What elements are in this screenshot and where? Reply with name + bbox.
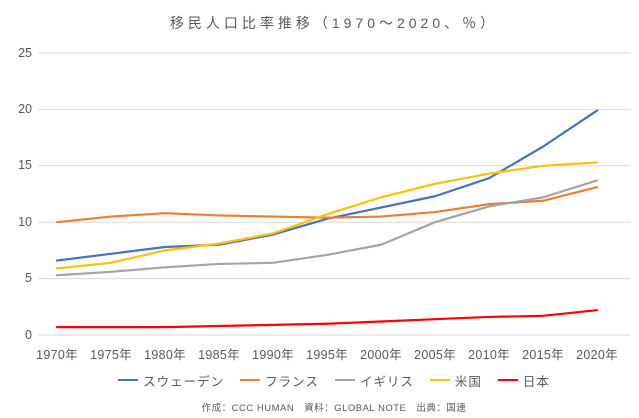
x-tick-label-2015: 2015年 xyxy=(522,348,564,362)
chart-title: 移民人口比率推移（1970～2020、％） xyxy=(169,15,499,31)
y-tick-label-25: 25 xyxy=(18,45,32,60)
x-tick-label-1995: 1995年 xyxy=(306,348,348,362)
legend-line-swatch-uk xyxy=(334,378,355,382)
x-tick-label-1990: 1990年 xyxy=(252,348,294,362)
y-tick-label-5: 5 xyxy=(25,271,32,286)
legend: スウェーデン フランス イギリス 米国 日本 xyxy=(38,371,630,389)
legend-label-japan: 日本 xyxy=(522,374,550,389)
x-tick-label-1970: 1970年 xyxy=(36,348,78,362)
legend-line-swatch-japan xyxy=(497,378,518,382)
series-line-japan xyxy=(55,309,599,329)
y-tick-label-0: 0 xyxy=(25,327,32,342)
x-tick-label-1980: 1980年 xyxy=(144,348,186,362)
legend-item-france: フランス xyxy=(240,371,319,390)
legend-label-uk: イギリス xyxy=(359,374,414,389)
x-tick-label-1985: 1985年 xyxy=(198,348,240,362)
series-line-france xyxy=(55,186,599,224)
series-line-usa xyxy=(55,161,599,270)
x-tick-label-1975: 1975年 xyxy=(90,348,132,362)
x-tick-label-2020: 2020年 xyxy=(576,348,618,362)
legend-item-uk: イギリス xyxy=(334,371,414,390)
legend-line-swatch-france xyxy=(240,378,261,382)
source-note: 作成：CCC HUMAN 資料：GLOBAL NOTE 出典：国連 xyxy=(201,403,467,414)
y-tick-label-10: 10 xyxy=(18,214,32,229)
y-tick-label-20: 20 xyxy=(18,101,32,116)
legend-item-japan: 日本 xyxy=(497,371,550,390)
legend-line-swatch-sweden xyxy=(118,378,139,382)
legend-label-usa: 米国 xyxy=(454,374,482,389)
x-tick-label-2000: 2000年 xyxy=(360,348,402,362)
series-line-sweden xyxy=(55,109,599,262)
legend-label-france: フランス xyxy=(265,374,319,389)
x-tick-label-2005: 2005年 xyxy=(414,348,456,362)
legend-line-swatch-usa xyxy=(429,378,450,382)
y-tick-label-15: 15 xyxy=(18,158,32,173)
series-line-uk xyxy=(55,179,599,277)
legend-item-usa: 米国 xyxy=(429,371,482,390)
legend-label-sweden: スウェーデン xyxy=(143,374,225,389)
x-tick-label-2010: 2010年 xyxy=(468,348,510,362)
legend-item-sweden: スウェーデン xyxy=(118,371,224,390)
